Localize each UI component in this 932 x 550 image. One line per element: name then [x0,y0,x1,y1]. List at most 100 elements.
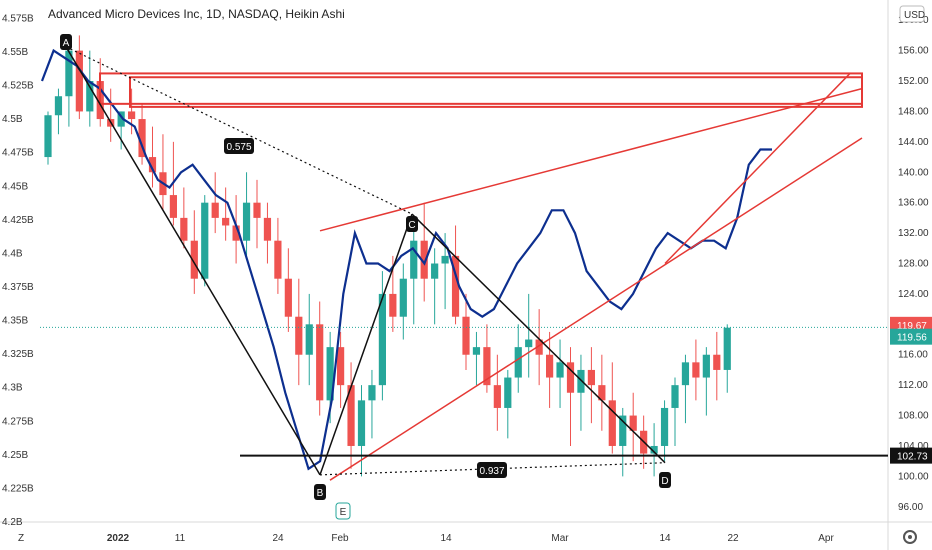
right-tick-label: 156.00 [898,46,929,57]
candle-body[interactable] [117,111,125,127]
candle-body[interactable] [702,354,710,378]
candle-body[interactable] [598,385,606,401]
candle-body[interactable] [242,202,251,241]
left-tick-label: 4.25B [2,450,28,461]
candle-body[interactable] [65,50,73,97]
pattern-leg-ab [65,46,321,476]
right-tick-label: 148.00 [898,106,929,117]
right-tick-label: 108.00 [898,411,929,422]
candle-body[interactable] [389,293,397,317]
candle-body[interactable] [222,217,230,226]
x-tick-label: 14 [659,533,671,544]
left-tick-label: 4.325B [2,349,34,360]
candle-body[interactable] [305,324,313,355]
candle-body[interactable] [525,339,533,348]
left-tick-label: 4.275B [2,416,34,427]
candle-body[interactable] [608,400,616,446]
candle-body[interactable] [660,407,669,446]
candle-body[interactable] [441,255,449,264]
left-tick-label: 4.475B [2,148,34,159]
candle-body[interactable] [535,339,543,355]
candle-body[interactable] [211,202,219,218]
candle-body[interactable] [190,240,198,279]
candle-body[interactable] [619,415,627,446]
ratio-label: 0.575 [226,142,251,153]
candle-body[interactable] [44,115,52,158]
candle-body[interactable] [431,263,439,279]
price-label: 102.73 [897,452,928,463]
line-series [40,48,772,471]
candle-body[interactable] [54,96,63,116]
right-tick-label: 104.00 [898,441,929,452]
candle-body[interactable] [681,362,690,386]
candle-body[interactable] [399,278,407,317]
candle-body[interactable] [462,316,470,355]
event-marker[interactable] [335,502,351,520]
lower-trendline [329,137,863,481]
candle-body[interactable] [546,354,554,378]
candle-body[interactable] [671,385,679,408]
candle-body[interactable] [723,327,731,370]
candle-body[interactable] [577,369,585,393]
left-tick-label: 4.2B [2,517,23,528]
candle-body[interactable] [650,445,658,454]
candle-body[interactable] [337,347,345,386]
currency-button[interactable]: USD [899,5,925,23]
candle-body[interactable] [514,347,522,378]
candle-body[interactable] [556,362,564,378]
candle-body[interactable] [472,347,481,355]
pattern-label-b: B [317,488,324,499]
candle-body[interactable] [295,316,303,355]
candle-body[interactable] [483,347,491,386]
candle-body[interactable] [347,385,355,446]
corner-label[interactable]: Z [18,533,24,544]
candle-body[interactable] [75,50,83,112]
candle-body[interactable] [692,362,700,378]
candle-body[interactable] [232,225,240,241]
candle-body[interactable] [410,240,418,279]
candle-body[interactable] [504,377,512,408]
candle-body[interactable] [378,293,386,386]
candle-body[interactable] [253,202,261,218]
x-tick-label: Mar [551,533,569,544]
right-tick-label: 140.00 [898,167,929,178]
candle-body[interactable] [629,415,637,431]
right-tick-label: 116.00 [898,350,928,361]
candle-body[interactable] [274,240,282,279]
pattern-leg-cd [411,213,666,464]
right-tick-label: 96.00 [898,502,923,513]
candle-body[interactable] [566,362,575,393]
candle-body[interactable] [326,347,334,401]
left-tick-label: 4.575B [2,13,34,24]
candle-body[interactable] [357,400,366,446]
pattern-label-d: D [661,476,668,487]
candle-body[interactable] [128,111,136,120]
candle-body[interactable] [420,240,428,279]
candle-body[interactable] [169,195,177,218]
candle-body[interactable] [201,202,209,279]
candles-layer[interactable] [44,35,731,477]
candle-body[interactable] [180,217,188,241]
candle-body[interactable] [493,385,501,408]
gear-icon[interactable] [903,530,917,544]
x-tick-label: 2022 [107,533,130,544]
candle-body[interactable] [368,385,376,401]
candle-body[interactable] [263,217,272,241]
candle-body[interactable] [316,324,324,401]
x-tick-label: Feb [331,533,349,544]
pattern-ratio-ac [65,46,413,215]
candle-body[interactable] [284,278,292,317]
candle-body[interactable] [451,255,460,317]
price-label-bg [890,328,932,345]
candle-body[interactable] [587,369,595,386]
candle-body[interactable] [148,157,157,173]
candle-body[interactable] [713,354,721,370]
left-tick-label: 4.3B [2,383,23,394]
right-tick-label: 100.00 [898,471,929,482]
candle-body[interactable] [86,81,94,112]
left-tick-label: 4.35B [2,316,28,327]
right-tick-label: 144.00 [898,137,929,148]
candle-body[interactable] [138,119,146,158]
